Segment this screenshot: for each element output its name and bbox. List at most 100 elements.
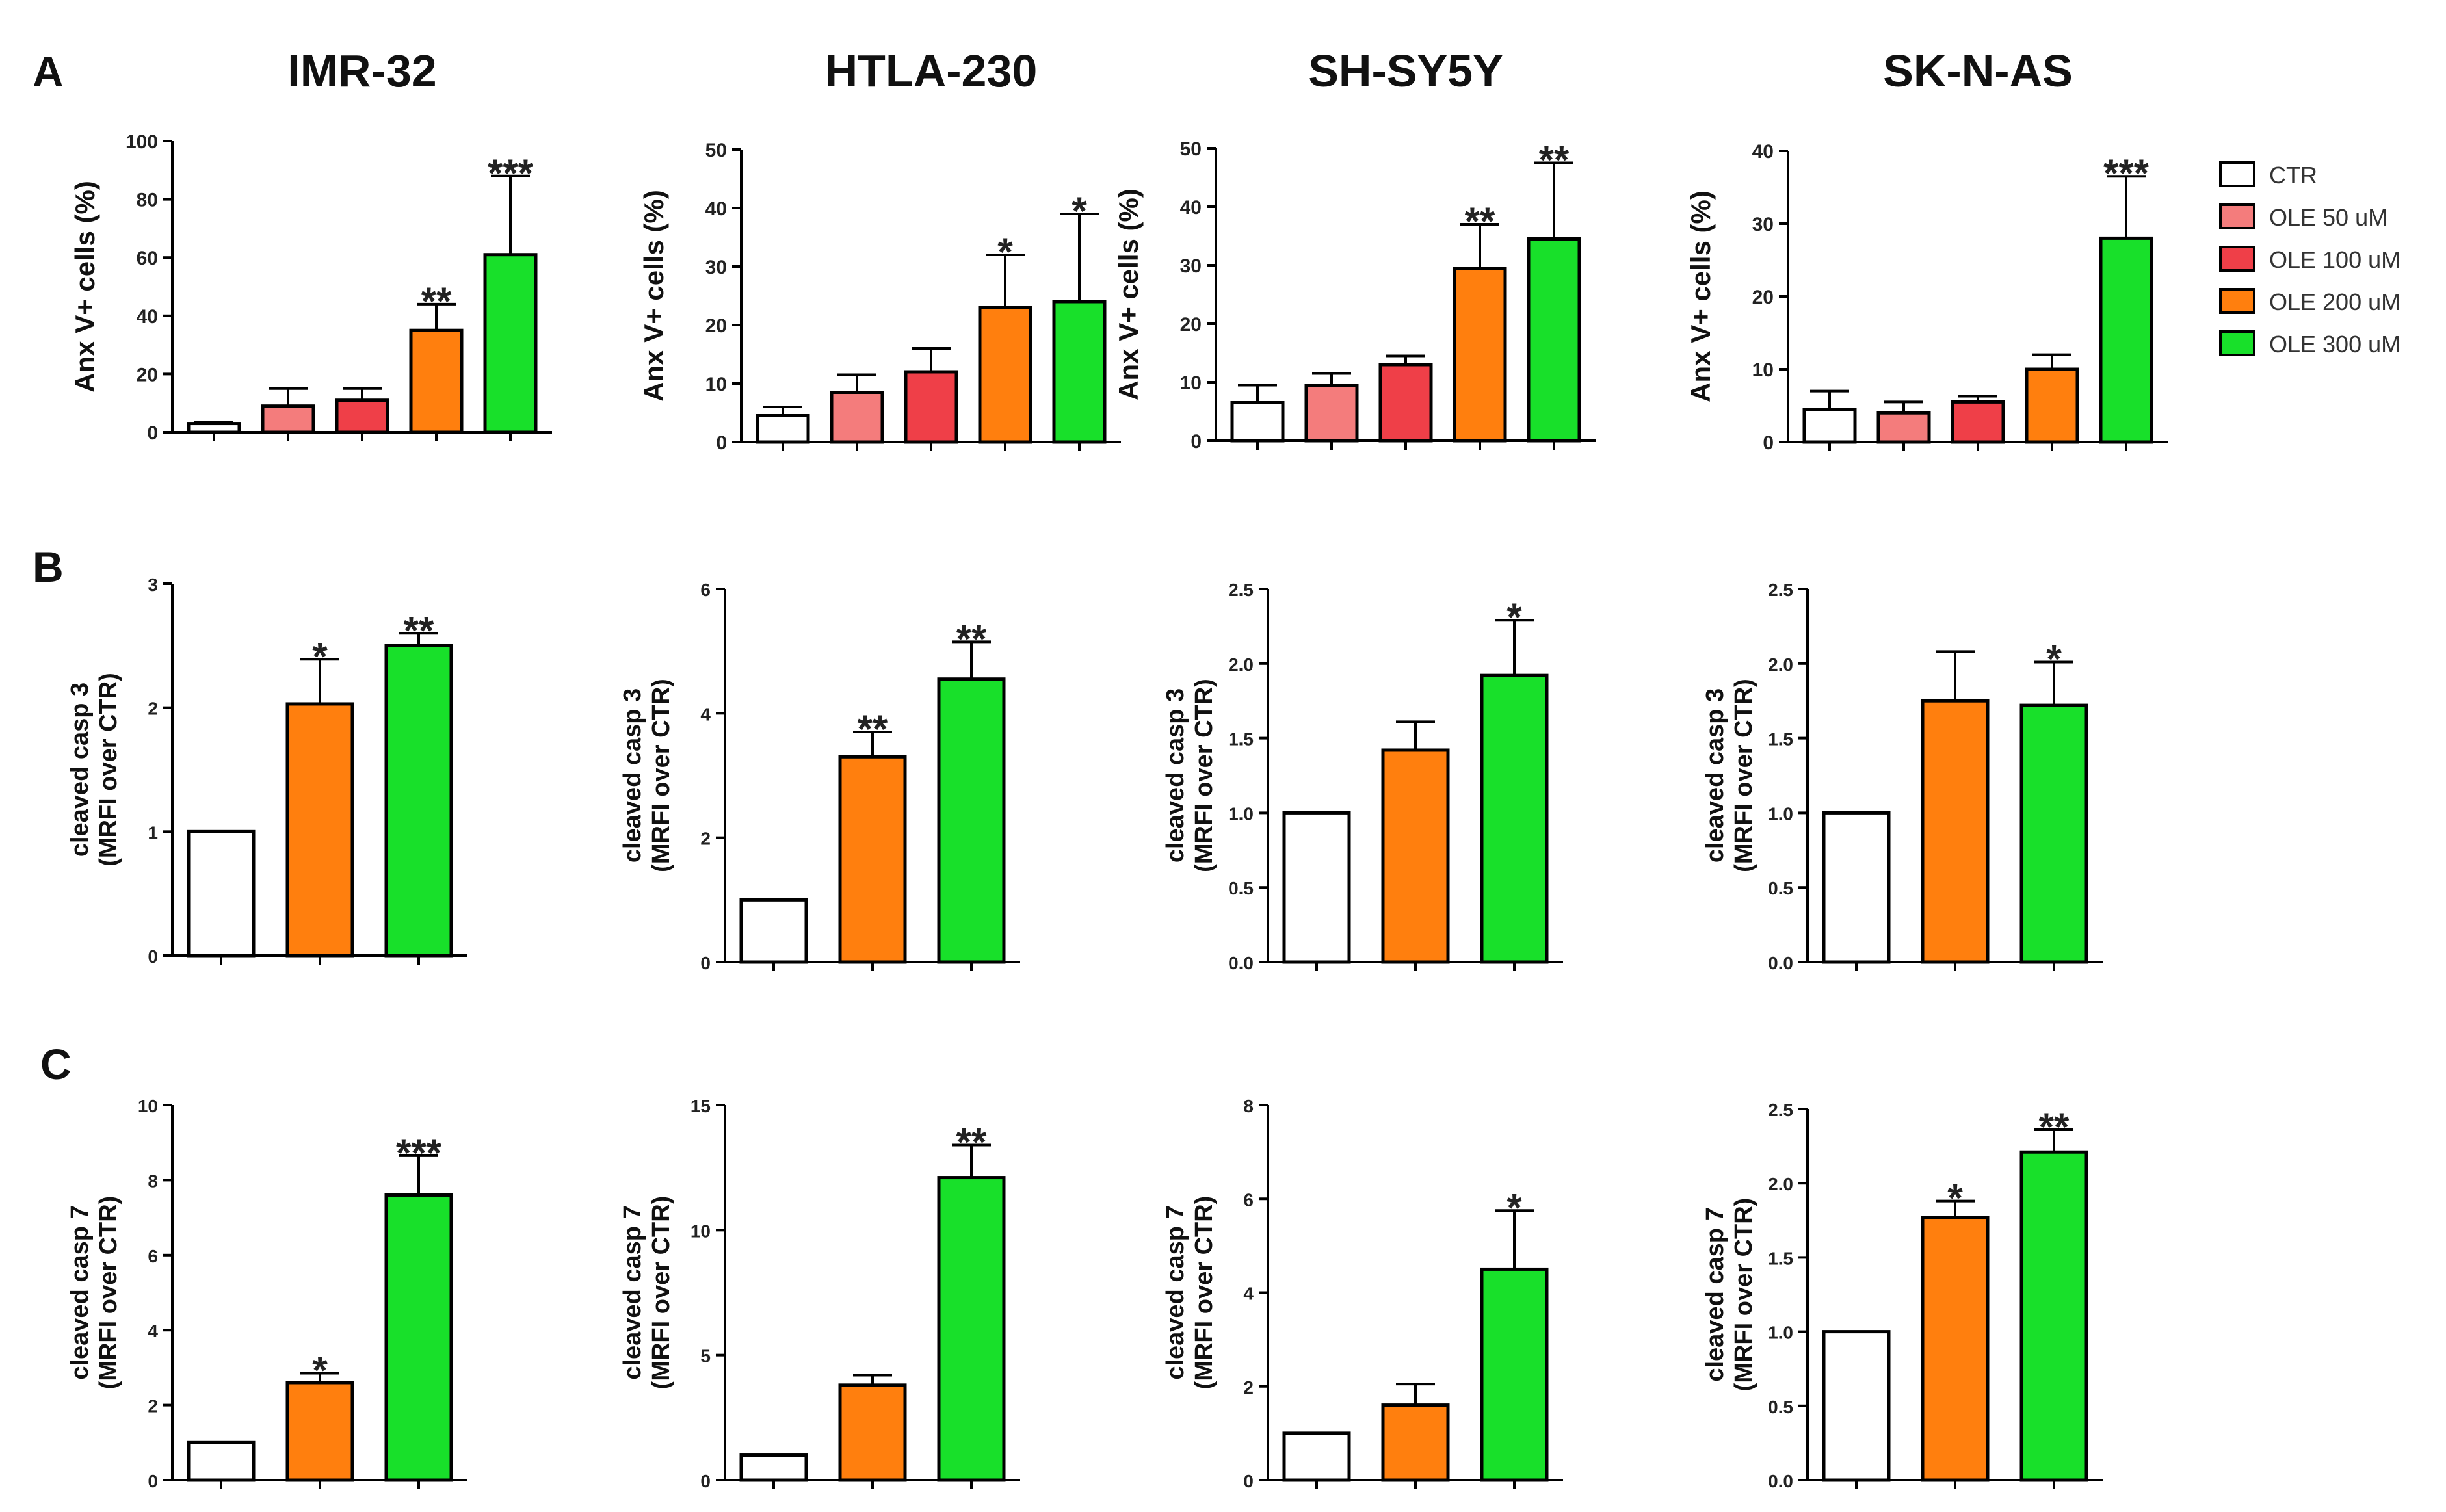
y-tick-label: 40 <box>1180 197 1202 218</box>
significance-stars: ** <box>421 280 452 323</box>
y-axis-label: cleaved casp 3 <box>619 688 646 863</box>
y-tick-label: 0 <box>148 1471 158 1491</box>
significance-stars: * <box>1072 189 1087 233</box>
bar-ole-100-um <box>1378 363 1433 443</box>
y-tick-label: 50 <box>705 140 727 161</box>
bar-ole-100-um <box>335 398 389 434</box>
significance-stars: * <box>2046 638 2062 681</box>
y-tick-label: 0 <box>700 1471 711 1491</box>
y-axis-label: Anx V+ cells (%) <box>638 190 669 402</box>
y-tick-label: 1 <box>148 822 158 842</box>
y-tick-label: 0.0 <box>1768 1471 1793 1491</box>
y-tick-label: 40 <box>705 198 727 220</box>
bar-ole-200-um <box>1381 1403 1450 1482</box>
legend-swatch-ctr <box>2219 161 2255 187</box>
y-tick-label: 2 <box>148 1396 158 1416</box>
y-axis-label: cleaved casp 3 <box>66 683 94 857</box>
y-tick-label: 60 <box>137 248 158 269</box>
y-tick-label: 10 <box>690 1221 711 1241</box>
y-axis-label: cleaved casp 3 <box>1702 688 1729 863</box>
y-axis-label: Anx V+ cells (%) <box>1685 190 1716 402</box>
bar-ole-50-um <box>830 391 884 444</box>
y-tick-label: 2 <box>1243 1377 1254 1398</box>
y-tick-label: 20 <box>1752 287 1774 308</box>
y-tick-label: 1.0 <box>1228 803 1254 824</box>
legend-label-ole-300: OLE 300 uM <box>2269 331 2400 358</box>
significance-stars: * <box>312 1349 328 1392</box>
bar-ole-200-um <box>285 1381 354 1482</box>
bar-ole-200-um <box>285 702 354 958</box>
y-axis-label: (MRFI over CTR) <box>648 1196 675 1390</box>
y-tick-label: 20 <box>137 364 158 385</box>
y-tick-label: 3 <box>148 575 158 595</box>
bar-ole-300-um <box>483 253 538 434</box>
y-tick-label: 10 <box>138 1096 158 1116</box>
y-tick-label: 20 <box>705 315 727 337</box>
bar-ole-50-um <box>1876 411 1931 444</box>
bar-ctr <box>1230 401 1285 443</box>
y-tick-label: 10 <box>1180 372 1202 394</box>
y-tick-label: 6 <box>1243 1190 1254 1210</box>
y-tick-label: 8 <box>148 1171 158 1191</box>
bar-ole-200-um <box>1921 1216 1990 1482</box>
chart-8: 0.0 0.5 1.0 1.5 2.0 2.5 cleaved casp 3 (MRFI ov… <box>1702 580 2103 973</box>
significance-stars: *** <box>2103 151 2150 195</box>
y-tick-label: 8 <box>1243 1096 1254 1116</box>
y-tick-label: 6 <box>700 580 711 600</box>
y-tick-label: 10 <box>705 374 727 395</box>
bar-ole-200-um <box>978 306 1032 444</box>
bar-ole-200-um <box>838 755 907 964</box>
chart-3: SH-SY5Y 0 10 20 30 40 50 Anx V+ cells (%) ** ** <box>1113 46 1596 452</box>
y-axis-label: cleaved casp 7 <box>66 1205 94 1379</box>
bar-ole-100-um <box>904 370 958 444</box>
y-tick-label: 2 <box>700 829 711 849</box>
bar-ole-300-um <box>937 677 1006 964</box>
panel-label-c: C <box>40 1040 72 1088</box>
y-tick-label: 50 <box>1180 138 1202 160</box>
legend: CTR OLE 50 uM OLE 100 uM OLE 200 uM OLE … <box>2219 161 2400 358</box>
y-tick-label: 5 <box>700 1346 711 1366</box>
significance-stars: *** <box>396 1131 442 1175</box>
bar-ctr <box>1822 811 1891 964</box>
y-tick-label: 0 <box>148 946 158 967</box>
bar-ole-300-um <box>1527 237 1581 443</box>
y-axis-label: cleaved casp 3 <box>1162 688 1189 863</box>
significance-stars: *** <box>488 151 534 195</box>
panel-label-b: B <box>33 543 64 591</box>
y-axis-label: (MRFI over CTR) <box>1190 1196 1218 1390</box>
y-axis-label: cleaved casp 7 <box>619 1205 646 1379</box>
chart-title: IMR-32 <box>287 46 436 96</box>
bar-ole-100-um <box>1951 400 2005 444</box>
legend-swatch-ole-300 <box>2219 330 2255 356</box>
legend-swatch-ole-100 <box>2219 246 2255 272</box>
bar-ctr <box>739 898 808 964</box>
bar-ctr <box>739 1453 808 1482</box>
bar-ctr <box>1802 408 1857 444</box>
significance-stars: ** <box>2039 1105 2070 1149</box>
y-tick-label: 80 <box>137 190 158 211</box>
y-tick-label: 0.5 <box>1228 878 1254 898</box>
y-tick-label: 2.5 <box>1768 580 1793 600</box>
bar-ole-300-um <box>384 644 453 958</box>
y-axis-label: (MRFI over CTR) <box>648 679 675 872</box>
bar-ctr <box>1282 1431 1351 1482</box>
y-tick-label: 0 <box>716 432 727 454</box>
bar-ole-200-um <box>838 1383 907 1482</box>
significance-stars: * <box>1947 1177 1963 1220</box>
bar-ole-300-um <box>937 1176 1006 1482</box>
legend-label-ole-50: OLE 50 uM <box>2269 204 2387 231</box>
y-axis-label: Anx V+ cells (%) <box>1113 189 1144 400</box>
y-tick-label: 0 <box>147 423 158 444</box>
significance-stars: * <box>997 230 1013 274</box>
y-axis-label: (MRFI over CTR) <box>1730 1198 1757 1392</box>
bar-ctr <box>1282 811 1351 964</box>
y-tick-label: 0.0 <box>1768 953 1793 973</box>
y-axis-label: (MRFI over CTR) <box>95 1196 122 1390</box>
legend-label-ctr: CTR <box>2269 162 2317 189</box>
y-tick-label: 2.0 <box>1768 655 1793 675</box>
y-tick-label: 1.5 <box>1228 729 1254 749</box>
y-tick-label: 4 <box>700 704 711 724</box>
